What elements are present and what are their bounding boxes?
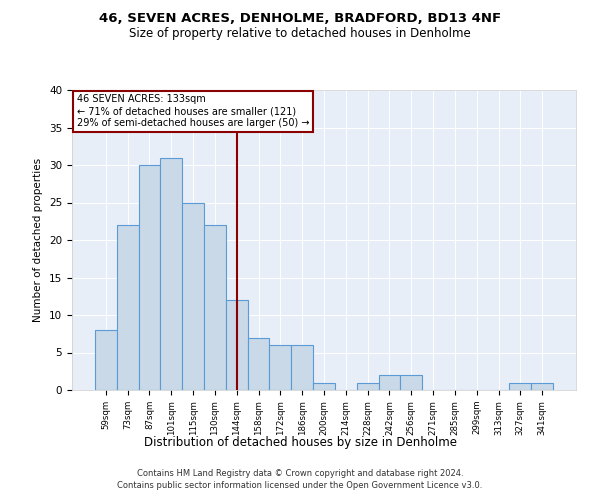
Bar <box>117 225 139 390</box>
Bar <box>400 375 422 390</box>
Bar <box>357 382 379 390</box>
Bar <box>531 382 553 390</box>
Text: Contains public sector information licensed under the Open Government Licence v3: Contains public sector information licen… <box>118 481 482 490</box>
Bar <box>204 225 226 390</box>
Bar <box>226 300 248 390</box>
Text: Size of property relative to detached houses in Denholme: Size of property relative to detached ho… <box>129 28 471 40</box>
Bar <box>291 345 313 390</box>
Bar <box>313 382 335 390</box>
Text: 46 SEVEN ACRES: 133sqm
← 71% of detached houses are smaller (121)
29% of semi-de: 46 SEVEN ACRES: 133sqm ← 71% of detached… <box>77 94 310 128</box>
Bar <box>182 202 204 390</box>
Bar <box>160 158 182 390</box>
Bar <box>269 345 291 390</box>
Bar <box>139 165 160 390</box>
Text: Distribution of detached houses by size in Denholme: Distribution of detached houses by size … <box>143 436 457 449</box>
Text: 46, SEVEN ACRES, DENHOLME, BRADFORD, BD13 4NF: 46, SEVEN ACRES, DENHOLME, BRADFORD, BD1… <box>99 12 501 26</box>
Bar <box>248 338 269 390</box>
Bar <box>509 382 531 390</box>
Y-axis label: Number of detached properties: Number of detached properties <box>34 158 43 322</box>
Bar <box>379 375 400 390</box>
Bar <box>95 330 117 390</box>
Text: Contains HM Land Registry data © Crown copyright and database right 2024.: Contains HM Land Registry data © Crown c… <box>137 468 463 477</box>
